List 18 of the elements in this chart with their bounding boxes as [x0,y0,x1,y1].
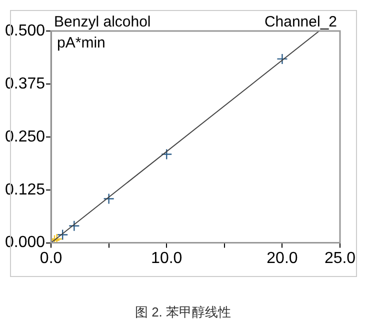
point [68,220,80,232]
y-tick-label: 0.250 [4,128,46,146]
y-axis-title: pA*min [57,34,106,52]
x-tick-label: 25.0 [324,250,356,267]
y-tick-label: 0.500 [4,22,46,40]
y-tick-label: 0.125 [4,181,46,198]
point [57,229,68,240]
y-tick-label: 0.375 [4,75,46,92]
x-tick-label: 20.0 [266,250,298,267]
text: Channel_2 [264,14,337,31]
y-tick-label: 0.000 [4,234,46,252]
point [276,53,288,65]
x-tick-label: 10.0 [151,250,182,267]
point [103,193,114,204]
chart-title: Benzyl alcohol [54,14,151,31]
point [161,148,172,160]
caption: 图 2. 苯甲醇线性 [134,304,232,320]
x-tick-label: 0.0 [40,250,62,267]
